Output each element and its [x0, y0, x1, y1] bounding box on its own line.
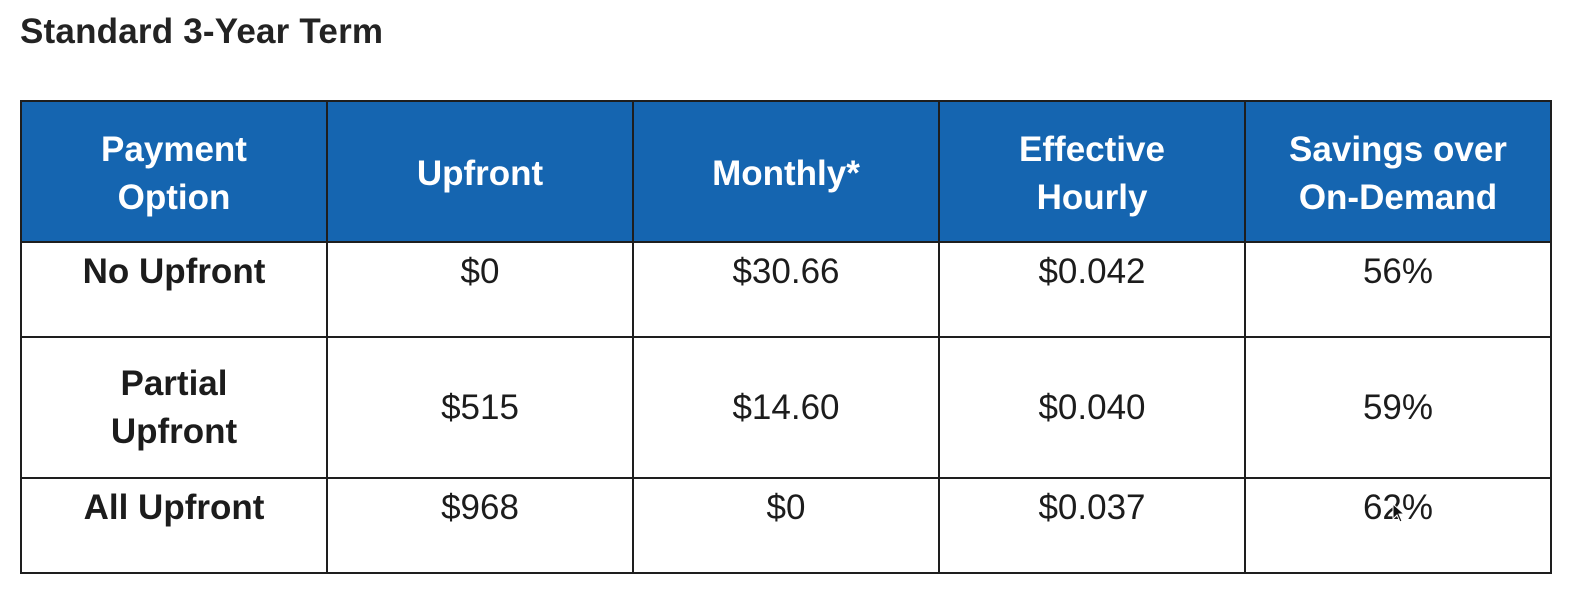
cell-effective-hourly: $0.042	[938, 241, 1246, 338]
cell-savings: 62%	[1244, 477, 1552, 574]
cell-upfront: $515	[326, 336, 634, 479]
cell-payment-option: Partial Upfront	[20, 336, 328, 479]
header-line: Hourly	[1036, 177, 1148, 217]
table-row: All Upfront $968 $0 $0.037 62%	[20, 477, 1552, 574]
cell-monthly: $14.60	[632, 336, 940, 479]
cell-savings: 59%	[1244, 336, 1552, 479]
cell-upfront: $968	[326, 477, 634, 574]
header-payment-option: Payment Option	[20, 100, 328, 243]
cell-line: All Upfront	[83, 488, 265, 527]
page-title: Standard 3-Year Term	[20, 12, 384, 51]
cell-payment-option: All Upfront	[20, 477, 328, 574]
cell-monthly: $0	[632, 477, 940, 574]
header-line: On-Demand	[1298, 177, 1498, 217]
table-header-row: Payment Option Upfront Monthly* Effectiv…	[20, 100, 1552, 243]
cell-savings: 56%	[1244, 241, 1552, 338]
header-savings: Savings over On-Demand	[1244, 100, 1552, 243]
header-line: Effective	[1019, 129, 1165, 169]
header-line: Savings over	[1289, 129, 1507, 169]
header-effective-hourly: Effective Hourly	[938, 100, 1246, 243]
table-row: No Upfront $0 $30.66 $0.042 56%	[20, 241, 1552, 338]
cell-monthly: $30.66	[632, 241, 940, 338]
cell-line: Partial	[120, 363, 228, 403]
cell-payment-option: No Upfront	[20, 241, 328, 338]
header-monthly: Monthly*	[632, 100, 940, 243]
cell-upfront: $0	[326, 241, 634, 338]
cell-line: No Upfront	[82, 252, 266, 291]
cell-effective-hourly: $0.037	[938, 477, 1246, 574]
mouse-pointer-icon	[1392, 503, 1406, 523]
table-row: Partial Upfront $515 $14.60 $0.040 59%	[20, 336, 1552, 479]
cell-effective-hourly: $0.040	[938, 336, 1246, 479]
pricing-table: Payment Option Upfront Monthly* Effectiv…	[20, 100, 1552, 574]
header-line: Monthly*	[712, 153, 860, 193]
cell-line: Upfront	[110, 411, 238, 451]
header-line: Payment	[101, 129, 247, 169]
header-line: Option	[117, 177, 231, 217]
header-upfront: Upfront	[326, 100, 634, 243]
header-line: Upfront	[416, 153, 544, 193]
